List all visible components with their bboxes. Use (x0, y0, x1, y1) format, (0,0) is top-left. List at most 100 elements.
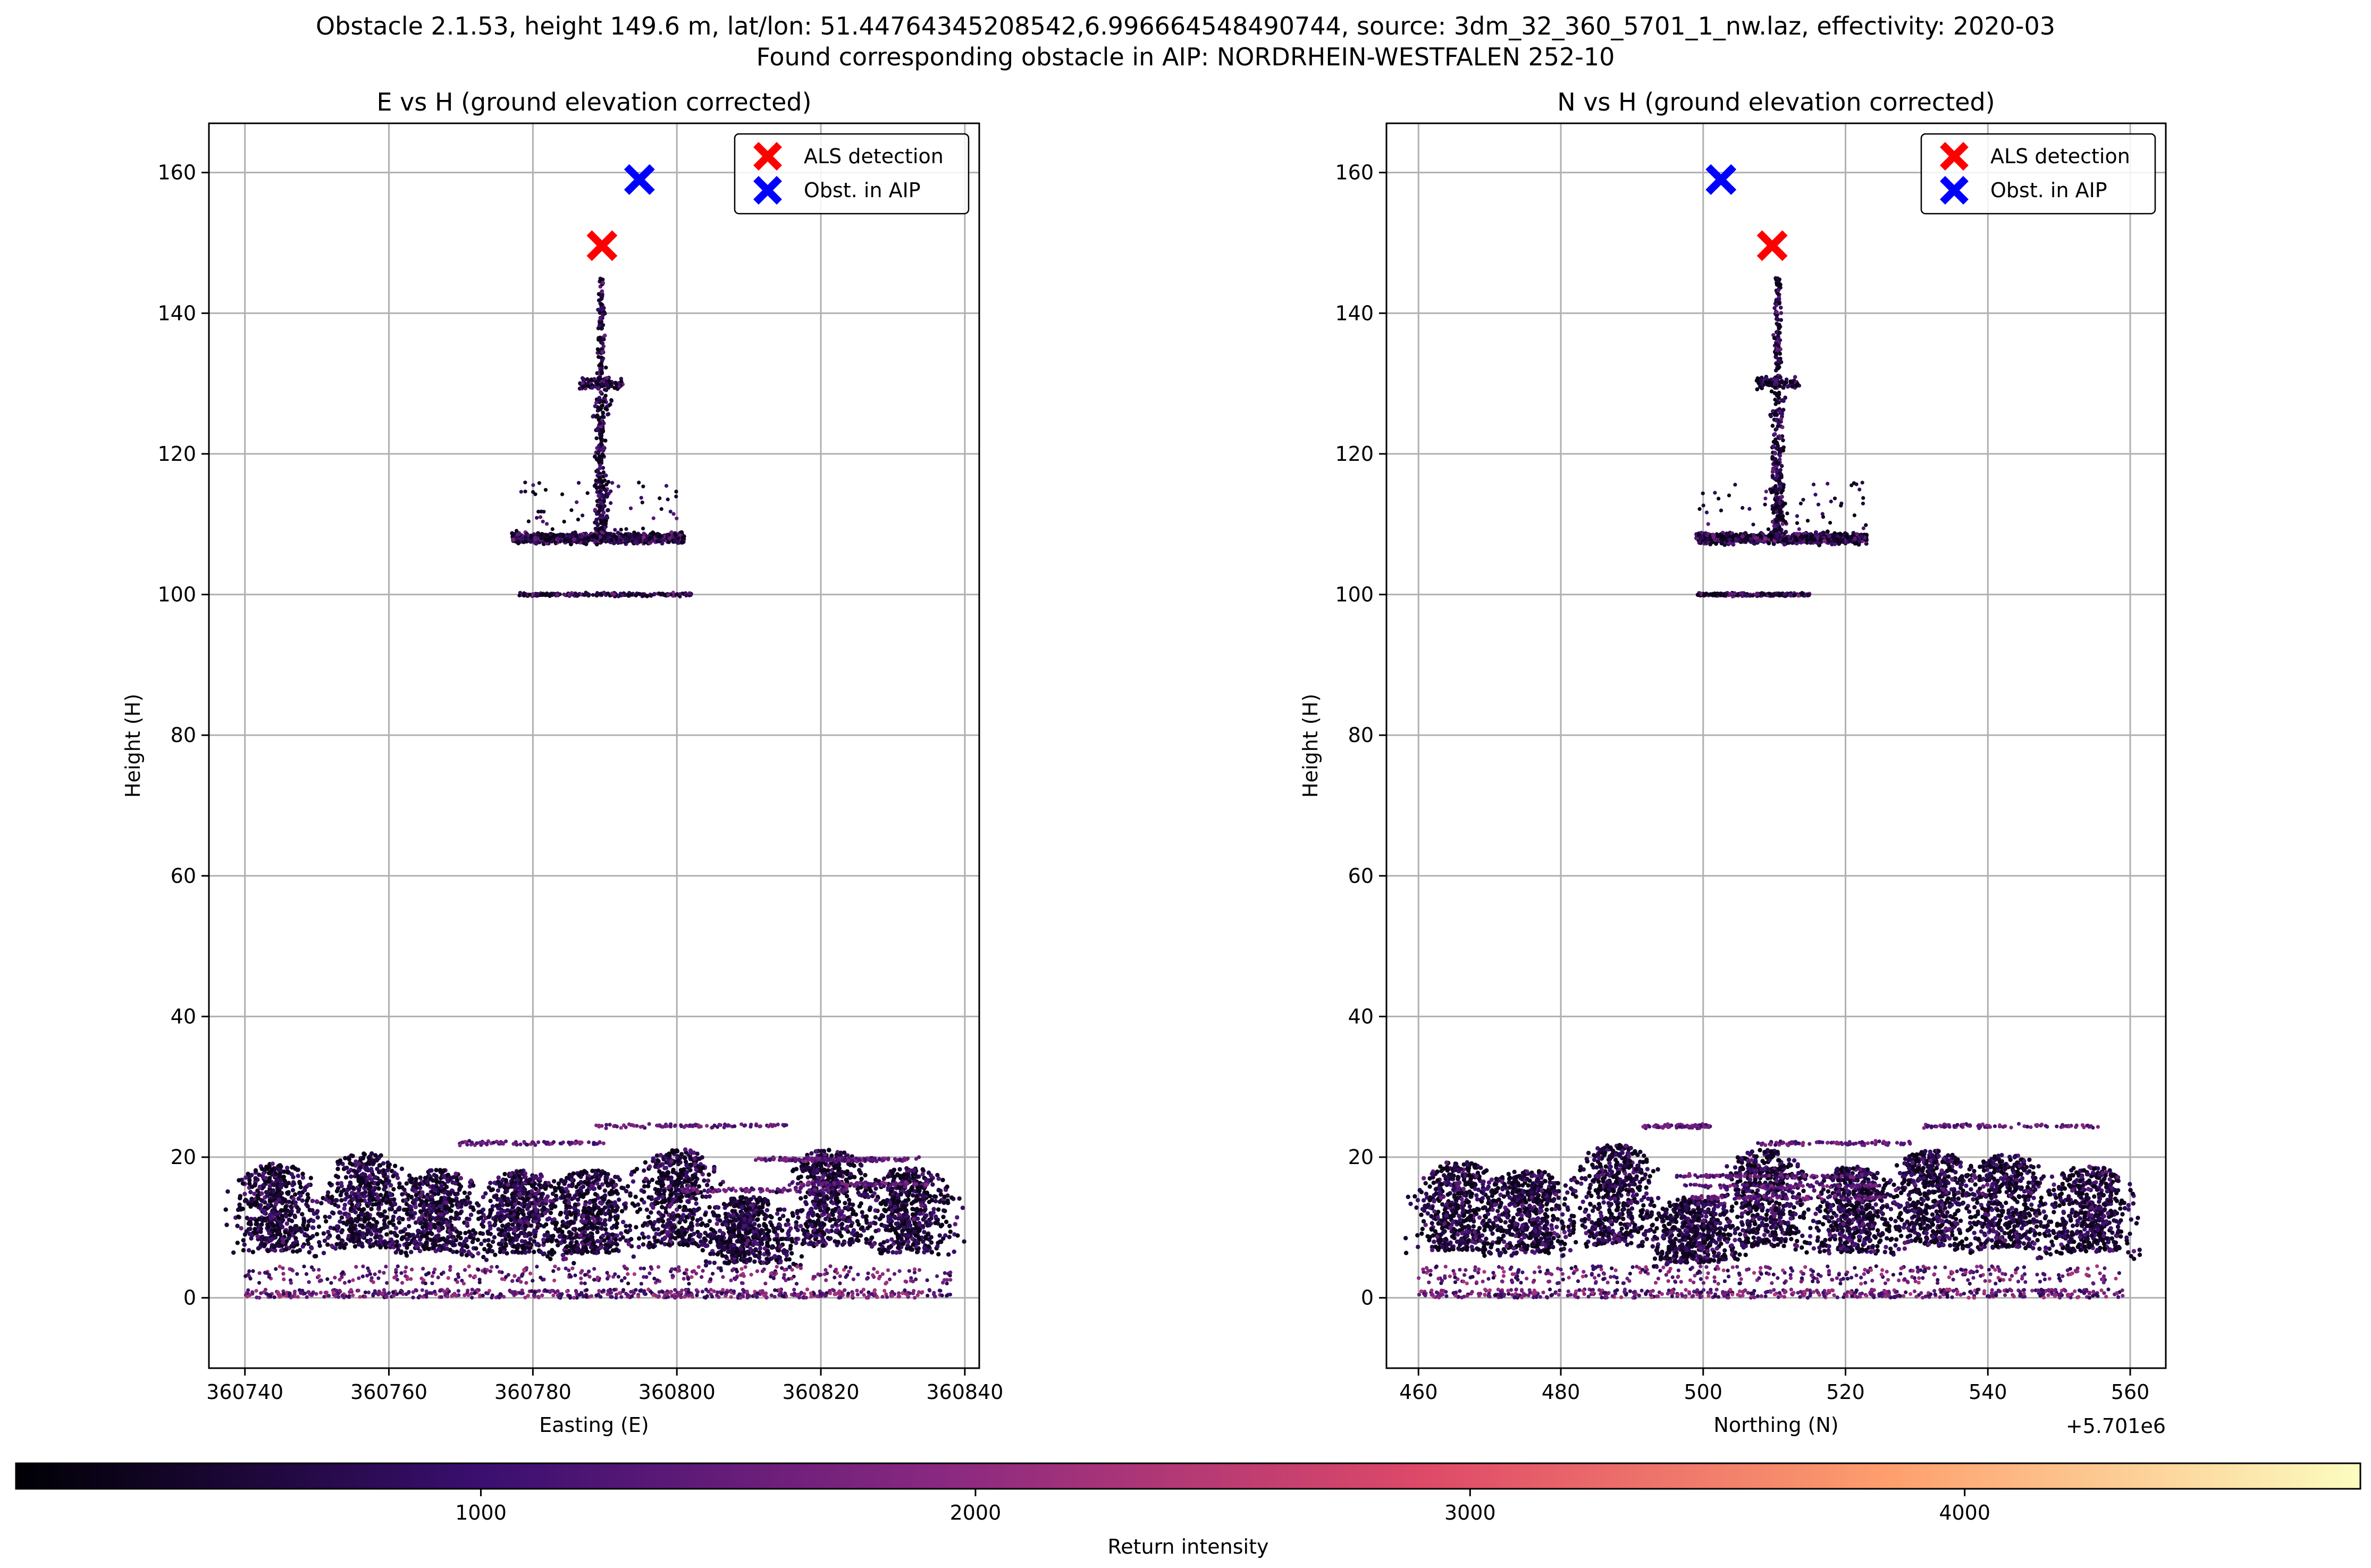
point-cloud-point (444, 1200, 449, 1205)
point-cloud-point (579, 1219, 584, 1224)
point-cloud-point (497, 1182, 502, 1187)
point-cloud-point (424, 1202, 430, 1207)
point-cloud-point (465, 1195, 470, 1200)
point-cloud-point (530, 1183, 535, 1188)
point-cloud-point (549, 1184, 553, 1189)
figure-suptitle-line1: Obstacle 2.1.53, height 149.6 m, lat/lon… (315, 12, 2056, 40)
point-cloud-point (349, 1217, 354, 1221)
point-cloud-point (564, 1250, 569, 1255)
point-cloud-point (868, 1221, 873, 1226)
point-cloud-point (697, 1165, 702, 1170)
point-cloud-point (493, 1252, 498, 1257)
point-cloud-point (448, 1231, 453, 1236)
point-cloud-point (585, 1188, 590, 1193)
point-cloud-point (683, 1219, 688, 1224)
point-cloud-point (651, 1244, 656, 1249)
point-cloud-point (796, 1215, 801, 1220)
point-cloud-point (617, 1197, 621, 1202)
point-cloud-point (520, 1274, 524, 1278)
point-cloud-point (456, 1289, 461, 1293)
point-cloud-point (816, 1221, 821, 1226)
point-cloud-point (758, 1246, 763, 1251)
point-cloud-point (537, 1176, 542, 1181)
point-cloud-point (838, 1173, 843, 1178)
point-cloud-point (401, 1207, 407, 1212)
point-cloud-point (937, 1199, 943, 1204)
point-cloud-point (647, 1241, 652, 1245)
point-cloud-point (404, 1253, 409, 1258)
point-cloud-point (272, 1183, 276, 1187)
point-cloud-point (266, 1249, 271, 1253)
point-cloud-point (573, 1202, 578, 1207)
point-cloud-point (623, 1204, 628, 1209)
point-cloud-point (873, 1215, 878, 1220)
point-cloud-point (427, 1168, 432, 1173)
point-cloud-point (592, 1250, 596, 1255)
point-cloud-point (516, 1223, 520, 1227)
point-cloud-point (700, 1242, 705, 1247)
point-cloud-point (436, 1247, 441, 1252)
point-cloud-point (526, 1203, 531, 1208)
point-cloud-point (458, 1230, 463, 1236)
point-cloud-point (794, 1167, 799, 1171)
point-cloud-point (642, 1168, 646, 1173)
point-cloud-point (424, 1199, 429, 1204)
point-cloud-point (700, 1155, 704, 1160)
point-cloud-point (488, 1199, 493, 1203)
point-cloud-point (381, 1198, 385, 1203)
point-cloud-point (552, 1250, 557, 1255)
point-cloud-point (236, 1207, 241, 1212)
point-cloud-point (243, 1175, 248, 1180)
point-cloud-point (924, 1213, 929, 1218)
point-cloud-point (882, 1288, 887, 1293)
point-cloud-point (916, 1241, 921, 1245)
point-cloud-point (462, 1190, 467, 1195)
point-cloud-point (605, 1235, 610, 1241)
point-cloud-point (692, 1232, 696, 1236)
point-cloud-point (705, 1178, 711, 1183)
point-cloud-point (923, 1236, 928, 1241)
point-cloud-point (348, 1180, 352, 1185)
point-cloud-point (488, 1226, 493, 1231)
point-cloud-point (431, 1204, 435, 1209)
point-cloud-point (907, 1176, 912, 1181)
point-cloud-point (624, 1224, 628, 1228)
point-cloud-point (288, 1212, 292, 1217)
point-cloud-point (742, 1253, 747, 1258)
point-cloud-point (608, 1181, 613, 1186)
point-cloud-point (339, 1215, 344, 1220)
point-cloud-point (356, 1242, 361, 1247)
point-cloud-point (595, 1229, 600, 1235)
point-cloud-point (405, 1207, 410, 1212)
point-cloud-point (254, 1219, 259, 1224)
point-cloud-point (660, 1230, 665, 1235)
point-cloud-point (802, 1232, 807, 1236)
point-cloud-point (941, 1208, 946, 1213)
point-cloud-point (650, 1177, 655, 1182)
point-cloud-point (413, 1239, 418, 1244)
point-cloud-point (301, 1218, 307, 1223)
point-cloud-point (432, 1173, 437, 1177)
point-cloud-point (340, 1238, 345, 1243)
point-cloud-point (407, 1173, 412, 1178)
point-cloud-point (267, 1199, 272, 1203)
point-cloud-point (527, 1177, 532, 1182)
point-cloud-point (508, 1210, 513, 1215)
point-cloud-point (660, 1219, 666, 1224)
point-cloud-point (907, 1219, 912, 1225)
point-cloud-point (417, 1242, 423, 1246)
point-cloud-point (545, 1254, 550, 1259)
point-cloud-point (459, 1247, 464, 1252)
point-cloud-point (677, 1154, 683, 1160)
point-cloud-point (559, 1189, 564, 1194)
point-cloud-point (502, 1233, 507, 1238)
point-cloud-point (275, 1241, 280, 1246)
point-cloud-point (655, 1227, 661, 1232)
point-cloud-point (599, 1245, 604, 1250)
point-cloud-point (410, 1187, 415, 1192)
point-cloud-point (253, 1168, 258, 1173)
point-cloud-point (907, 1246, 912, 1251)
point-cloud-point (347, 1157, 352, 1162)
point-cloud-point (404, 1181, 409, 1186)
point-cloud-point (383, 1184, 388, 1189)
